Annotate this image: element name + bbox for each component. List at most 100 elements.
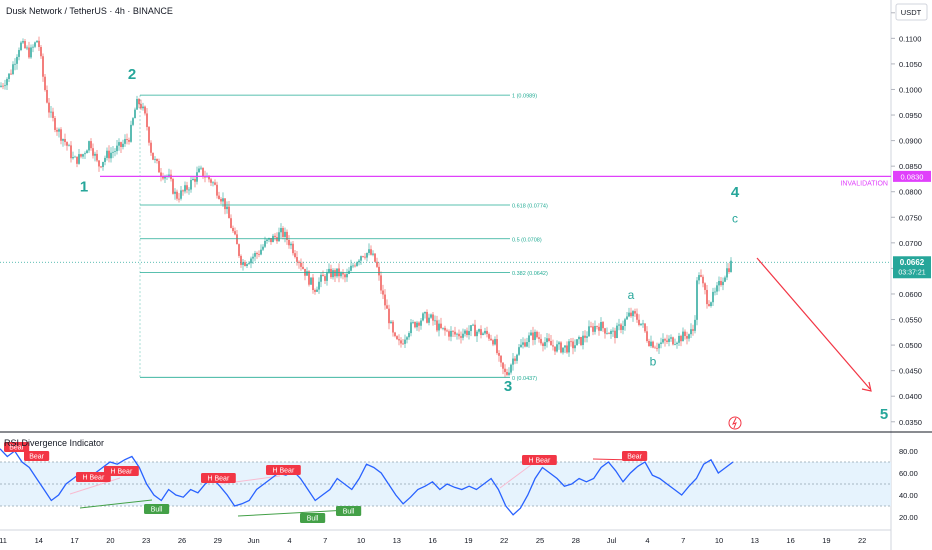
price-tick-label: 0.0450 xyxy=(899,367,922,376)
candle-body xyxy=(202,167,204,177)
wave-label: c xyxy=(732,211,738,225)
fib-retracement[interactable]: 1 (0.0989) 0.618 (0.0774) 0.5 (0.0708) 0.38… xyxy=(139,94,548,382)
candle-body xyxy=(96,153,98,161)
candle-body xyxy=(636,313,638,320)
candle-body xyxy=(62,139,64,141)
candle-body xyxy=(322,274,324,277)
candle-body xyxy=(68,145,70,147)
candle-body xyxy=(628,312,630,317)
candle-body xyxy=(516,354,518,361)
bull-signal-tag xyxy=(144,504,170,514)
candle-body xyxy=(470,325,472,332)
candle-body xyxy=(266,239,268,241)
candle-body xyxy=(584,335,586,338)
candle-body xyxy=(296,257,298,262)
candle-body xyxy=(248,263,250,265)
candle-body xyxy=(10,73,12,75)
candle-body xyxy=(236,234,238,245)
projection-arrow[interactable] xyxy=(756,257,871,390)
candle-body xyxy=(306,271,308,276)
candle-body xyxy=(716,285,718,292)
candle-body xyxy=(180,190,182,199)
bull-signal-tag xyxy=(336,506,362,516)
candle-body xyxy=(530,332,532,336)
candle-body xyxy=(486,330,488,335)
candle-body xyxy=(340,272,342,277)
bar-countdown: 03:37:21 xyxy=(898,269,925,276)
candle-body xyxy=(548,338,550,341)
candle-body xyxy=(456,333,458,335)
candle-body xyxy=(550,340,552,346)
currency-button[interactable] xyxy=(895,3,928,21)
candle-body xyxy=(138,98,140,105)
candle-body xyxy=(228,206,230,219)
fib-level-label: 0 (0.0437) xyxy=(512,376,537,382)
candle-body xyxy=(238,244,240,256)
candle-body xyxy=(128,139,130,142)
candle-body xyxy=(356,262,358,266)
candle-body xyxy=(654,347,656,349)
candle-body xyxy=(294,253,296,258)
candle-body xyxy=(70,145,72,159)
time-tick-label: 23 xyxy=(142,536,150,545)
candle-body xyxy=(298,261,300,263)
rsi-title[interactable]: RSI Divergence Indicator xyxy=(4,438,105,448)
candle-body xyxy=(576,339,578,346)
candle-body xyxy=(506,372,508,375)
candle-body xyxy=(426,311,428,323)
time-tick-label: 10 xyxy=(357,536,365,545)
candle-body xyxy=(110,152,112,159)
candle-body xyxy=(168,174,170,176)
chart-title[interactable]: Dusk Network / TetherUS · 4h · BINANCE xyxy=(6,6,173,16)
candle-body xyxy=(284,231,286,237)
candle-body xyxy=(146,113,148,128)
candle-body xyxy=(610,330,612,334)
candle-body xyxy=(328,268,330,273)
candle-body xyxy=(540,338,542,344)
invalidation-price-tag xyxy=(893,170,931,182)
candle-body xyxy=(28,47,30,58)
candle-body xyxy=(106,150,108,158)
candle-body xyxy=(478,329,480,332)
candle-body xyxy=(604,328,606,334)
candle-body xyxy=(358,260,360,263)
rsi-signal-tags: Bear Bear H Bear H Bear Bull H Bear H Bear Bull… xyxy=(4,442,648,523)
bear-signal-tag xyxy=(622,451,648,461)
candle-body xyxy=(54,117,56,130)
candle-body xyxy=(430,314,432,318)
rsi-tick-label: 80.00 xyxy=(899,447,918,456)
candle-body xyxy=(592,326,594,332)
candle-body xyxy=(178,198,180,200)
candle-body xyxy=(412,321,414,323)
price-pane[interactable] xyxy=(0,0,891,432)
time-tick-label: 17 xyxy=(70,536,78,545)
candle-body xyxy=(104,157,106,162)
candle-body xyxy=(334,270,336,277)
candle-body xyxy=(538,337,540,339)
time-tick-label: 22 xyxy=(500,536,508,545)
candle-body xyxy=(288,239,290,246)
wave-label: 1 xyxy=(80,179,88,196)
candle-body xyxy=(526,342,528,347)
time-tick-label: 4 xyxy=(287,536,291,545)
candle-body xyxy=(34,42,36,47)
candle-body xyxy=(694,319,696,331)
candle-body xyxy=(594,326,596,332)
candle-body xyxy=(240,255,242,265)
candle-body xyxy=(36,40,38,43)
time-tick-label: 10 xyxy=(715,536,723,545)
candle-body xyxy=(460,336,462,338)
candle-body xyxy=(528,335,530,343)
alert-icon[interactable] xyxy=(728,416,742,430)
candle-body xyxy=(100,166,102,168)
candle-body xyxy=(252,256,254,259)
rsi-axis-ticks: 80.00 60.00 40.00 20.00 xyxy=(899,447,918,522)
candle-body xyxy=(24,41,26,49)
candle-body xyxy=(324,276,326,281)
candle-body xyxy=(632,311,634,317)
candle-body xyxy=(586,336,588,338)
candle-body xyxy=(20,42,22,51)
price-tick-label: 0.0850 xyxy=(899,162,922,171)
candle-body xyxy=(198,168,200,173)
